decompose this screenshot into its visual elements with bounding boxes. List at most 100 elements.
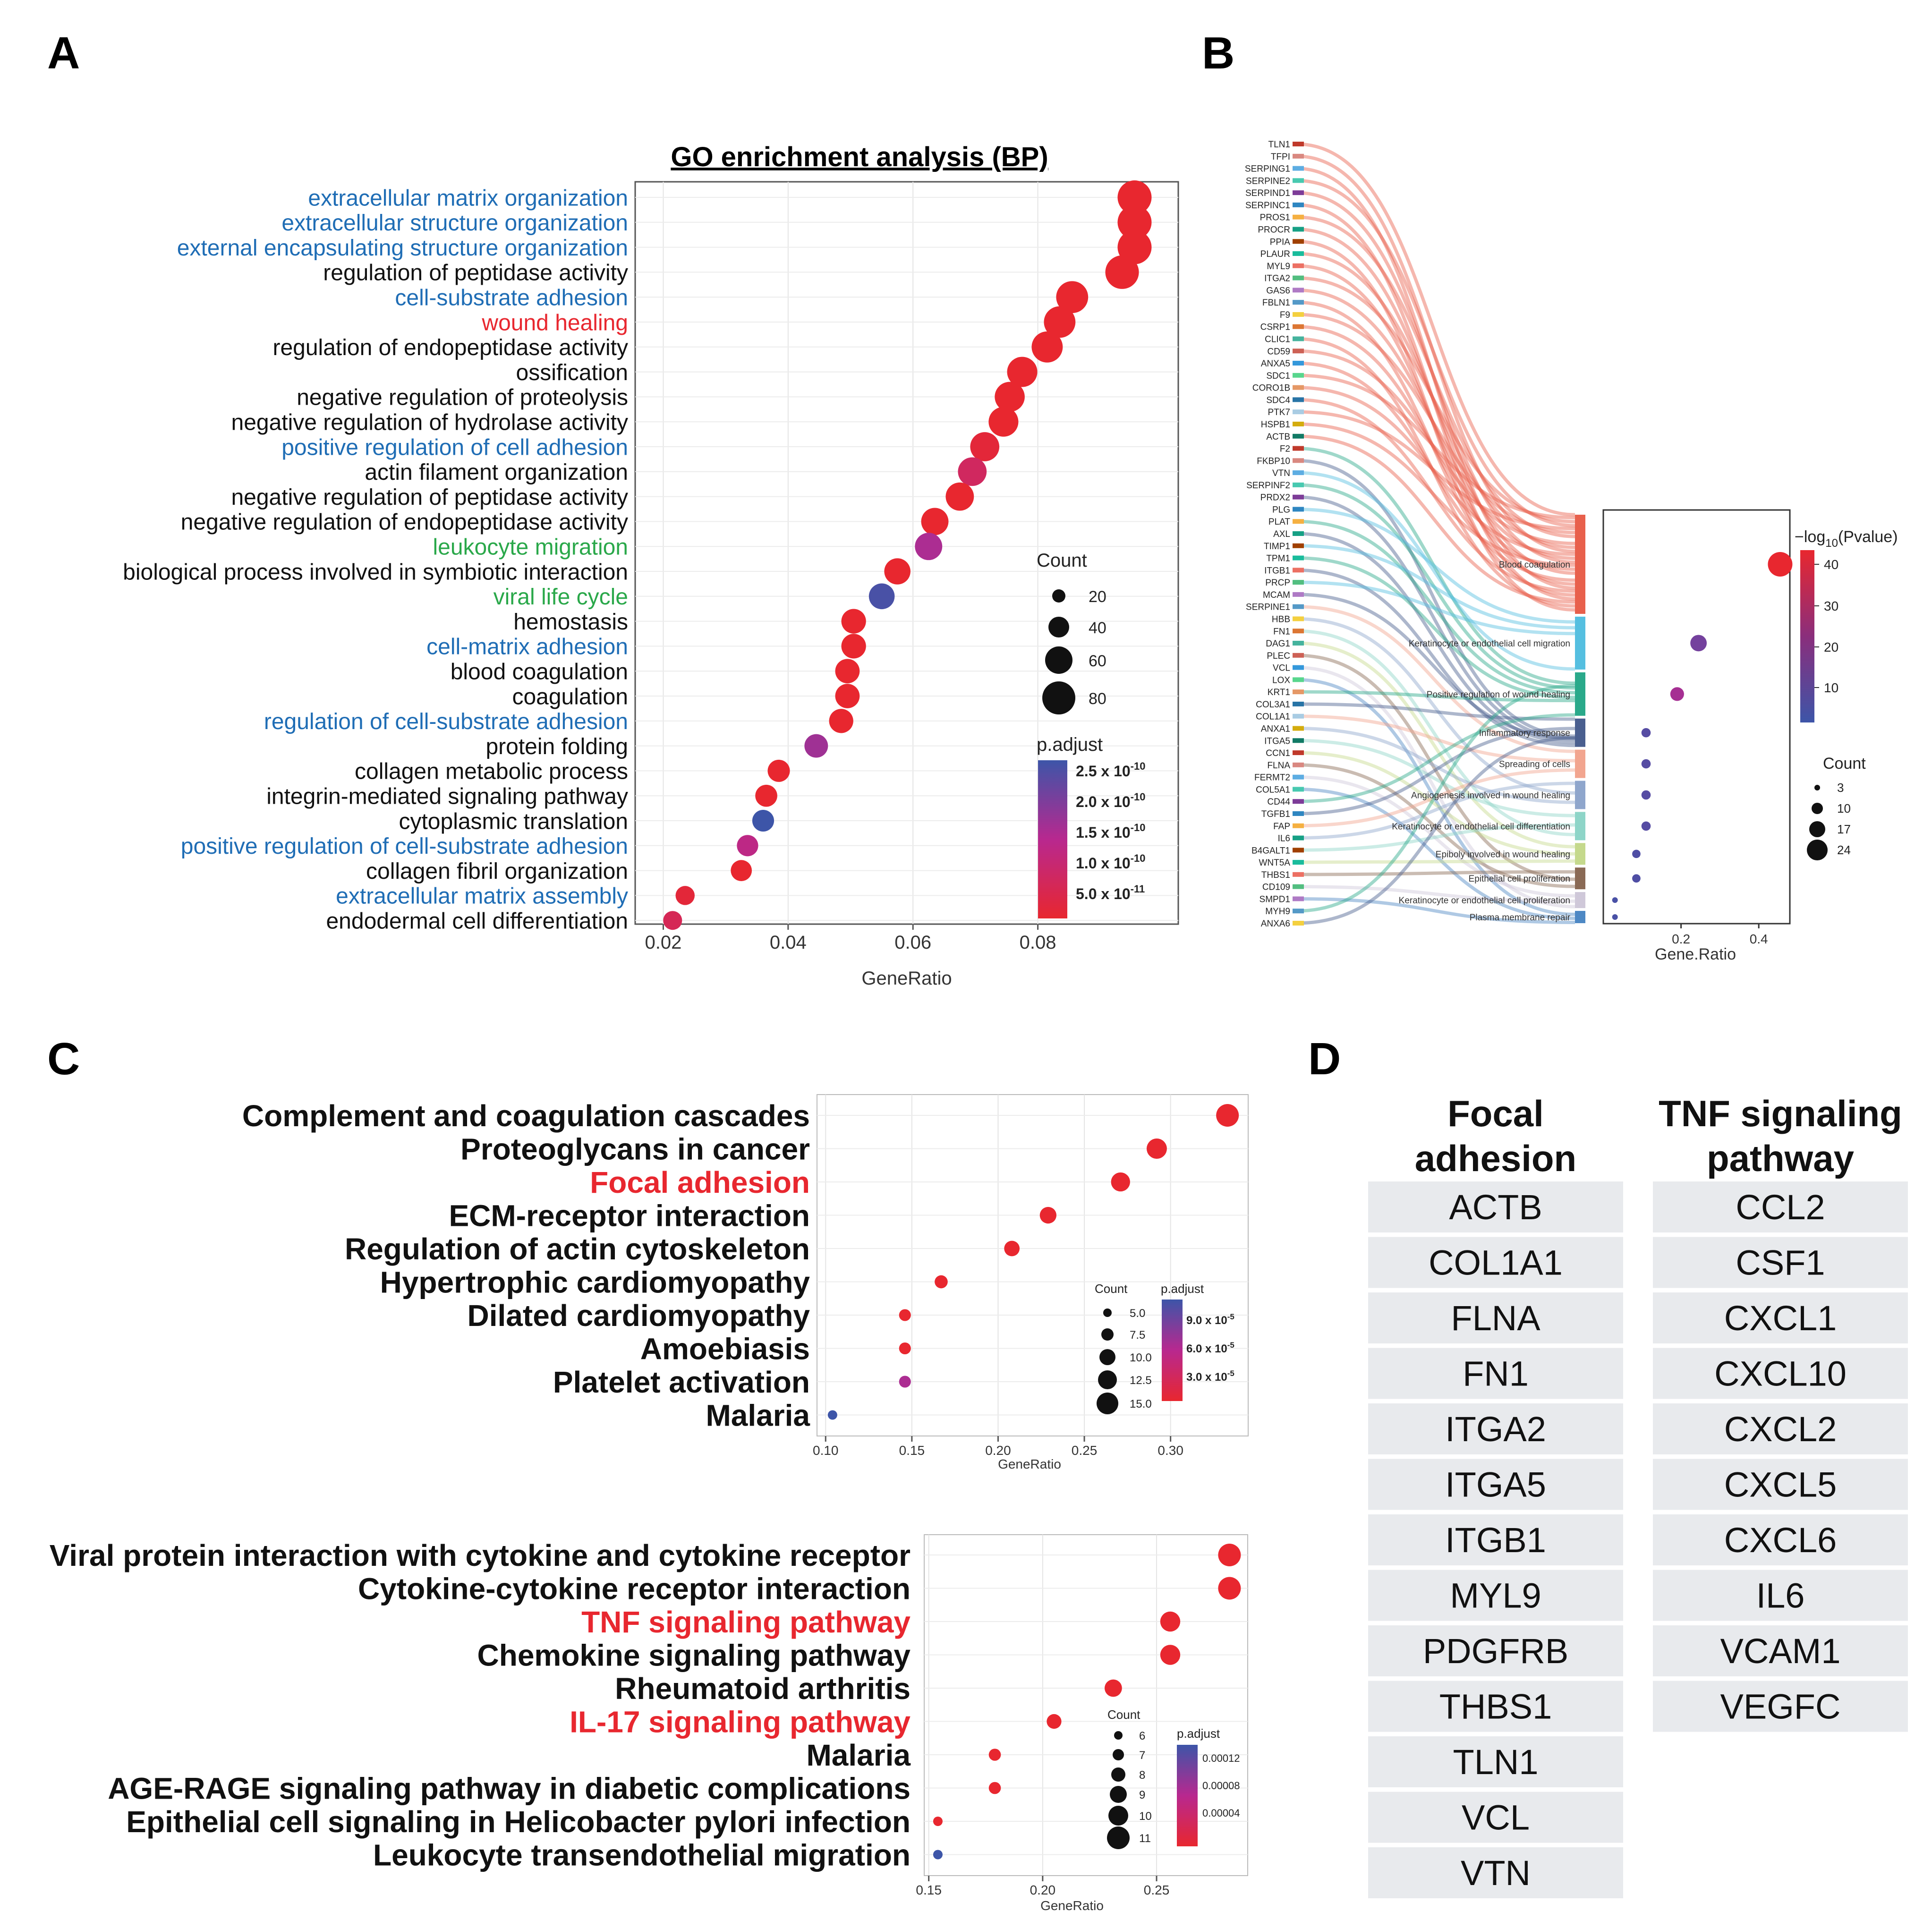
table-cell [1368, 1792, 1623, 1843]
dot [752, 809, 775, 832]
gene-label: FAP [1273, 822, 1290, 832]
table-cell-text: ITGA5 [1445, 1465, 1546, 1504]
gene-color-bar [1293, 361, 1304, 366]
gene-color-bar [1293, 555, 1304, 561]
ribbon [1296, 434, 1575, 604]
gene-color-bar [1293, 616, 1304, 621]
dot [1632, 850, 1641, 858]
panel-c1-padj-legend-title: p.adjust [1161, 1282, 1204, 1296]
gene-label: SDC4 [1266, 395, 1290, 405]
panel-b-ribbons [1296, 142, 1575, 925]
ribbon [1296, 775, 1575, 898]
gene-label: SERPIND1 [1245, 188, 1290, 198]
panel-c2-xlabel: GeneRatio [1040, 1898, 1104, 1913]
count-legend-label: 11 [1139, 1832, 1151, 1845]
term-label: viral life cycle [494, 585, 628, 610]
term-label: extracellular matrix organization [308, 186, 628, 211]
term-block [1575, 911, 1585, 923]
table-cell [1368, 1570, 1623, 1621]
gene-color-bar [1293, 178, 1304, 183]
gene-color-bar [1293, 835, 1304, 841]
term-label: Blood coagulation [1499, 560, 1570, 570]
gene-color-bar [1293, 239, 1304, 244]
table-cell [1653, 1681, 1908, 1732]
panel-c1-term-labels: Complement and coagulation cascadesProte… [242, 1099, 810, 1433]
dot [1160, 1611, 1181, 1632]
ribbon [1296, 483, 1575, 690]
panel-a-count-legend-title: Count [1037, 550, 1087, 571]
gene-label: ITGA2 [1264, 274, 1290, 284]
dot [1104, 1679, 1122, 1697]
term-label: negative regulation of endopeptidase act… [181, 510, 628, 535]
padj-legend-base: 2.5 x 10 [1076, 763, 1131, 780]
gene-color-bar [1293, 738, 1304, 743]
dot [1218, 1544, 1241, 1566]
gene-label: COL1A1 [1256, 712, 1290, 722]
ribbon [1296, 629, 1575, 836]
count-legend-label: 17 [1837, 822, 1851, 836]
table-cell-text: THBS1 [1439, 1687, 1552, 1726]
count-legend-dot [1101, 1328, 1114, 1341]
table-cell-text: PDGFRB [1423, 1631, 1568, 1671]
padj-legend-base: 1.0 x 10 [1076, 855, 1131, 872]
gene-label: SERPINF2 [1246, 481, 1290, 491]
panel-a-x-ticks: 0.02 0.04 0.06 0.08 [645, 924, 1056, 953]
gene-color-bar [1293, 860, 1304, 865]
panel-b-term-blocks: Blood coagulation Keratinocyte or endothe… [1392, 515, 1585, 923]
gene-label: TPM1 [1266, 554, 1290, 564]
gene-color-bar [1293, 153, 1304, 159]
term-label: Chemokine signaling pathway [477, 1639, 911, 1673]
ribbon [1296, 239, 1575, 612]
count-legend-dot [1113, 1749, 1124, 1760]
gene-label: FKBP10 [1257, 456, 1290, 466]
gene-color-bar [1293, 446, 1304, 451]
panel-label-a: A [47, 28, 80, 78]
count-legend-label: 20 [1089, 588, 1106, 606]
gene-color-bar [1293, 823, 1304, 828]
dot [737, 835, 758, 857]
ribbon [1296, 361, 1575, 582]
term-block [1575, 672, 1585, 716]
table-cell [1653, 1625, 1908, 1676]
padj-legend-exp: -10 [1131, 791, 1146, 803]
ribbon [1296, 459, 1575, 738]
gene-label: CCN1 [1266, 748, 1290, 758]
gene-color-bar [1293, 507, 1304, 512]
panel-a-dots [663, 180, 1152, 930]
panel-c2-count-legend-title: Count [1107, 1708, 1140, 1722]
ribbon [1296, 374, 1575, 519]
dot [1641, 790, 1651, 800]
table-cell [1368, 1348, 1623, 1399]
legend-title-main: −log [1795, 528, 1825, 546]
gene-color-bar [1293, 750, 1304, 756]
table-header: Focal [1447, 1093, 1544, 1134]
table-cell [1368, 1181, 1623, 1232]
dot [1111, 1172, 1130, 1192]
count-legend-dot [1045, 646, 1072, 674]
count-legend-label: 7.5 [1130, 1329, 1145, 1342]
table-cell-text: CXCL6 [1724, 1521, 1837, 1560]
gene-color-bar [1293, 190, 1304, 195]
ribbon [1296, 739, 1575, 817]
table-cell [1653, 1237, 1908, 1288]
gene-label: ANXA1 [1261, 724, 1290, 734]
padj-legend-label: 0.00004 [1202, 1807, 1240, 1819]
panel-c1-count-legend-title: Count [1095, 1282, 1128, 1296]
count-legend-label: 40 [1089, 619, 1106, 637]
count-legend-dot [1099, 1349, 1115, 1365]
padj-legend-label: 2.5 x 10-10 [1076, 760, 1145, 780]
gene-label: F2 [1280, 444, 1290, 454]
term-label: regulation of peptidase activity [323, 261, 628, 286]
gene-color-bar [1293, 604, 1304, 609]
gene-color-bar [1293, 458, 1304, 463]
count-legend-dot [1042, 681, 1075, 714]
term-label: coagulation [512, 684, 628, 709]
gene-label: TIMP1 [1264, 542, 1290, 552]
gene-label: WNT5A [1259, 858, 1291, 868]
term-label: AGE-RAGE signaling pathway in diabetic c… [108, 1772, 911, 1806]
x-tick-label: 0.04 [770, 932, 807, 953]
gene-label: PLG [1272, 505, 1290, 515]
dot [835, 684, 860, 708]
padj-legend-exp: -5 [1227, 1369, 1234, 1378]
term-label: collagen metabolic process [355, 759, 628, 784]
